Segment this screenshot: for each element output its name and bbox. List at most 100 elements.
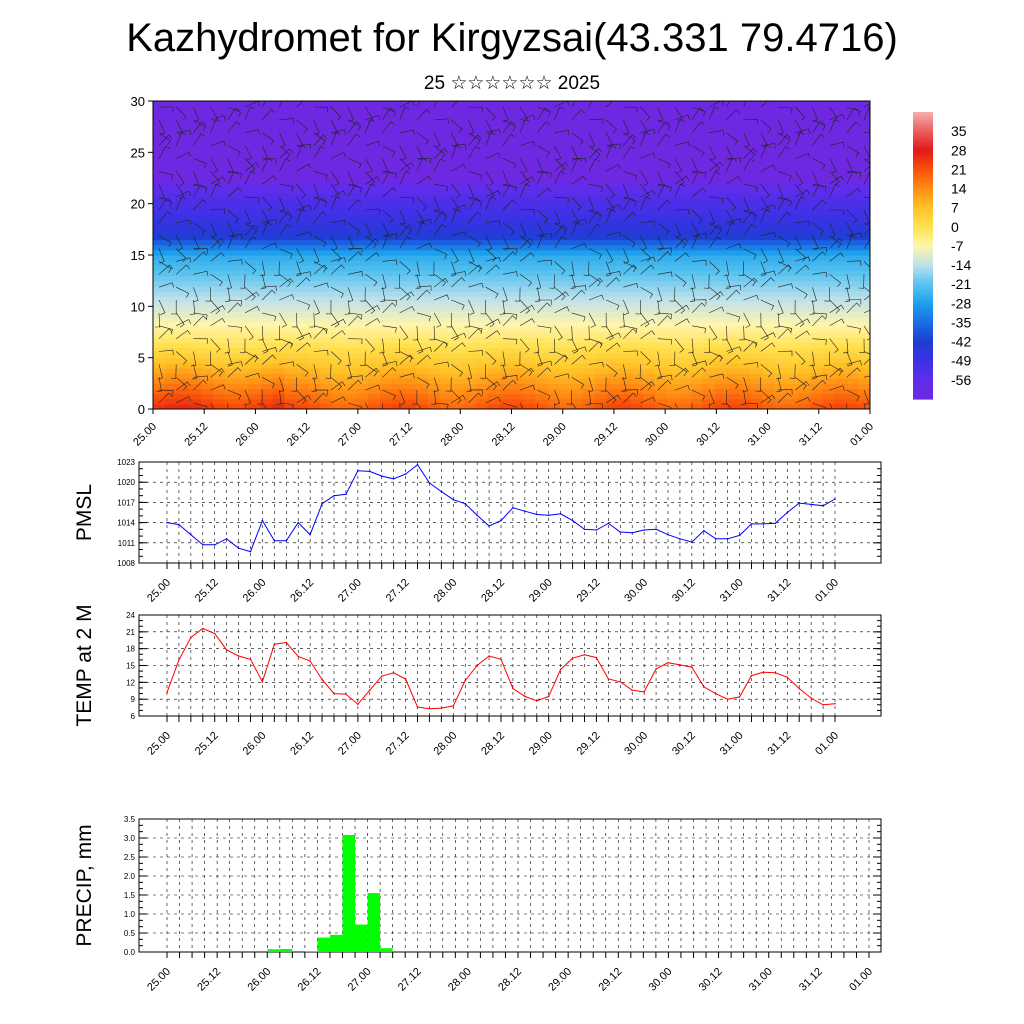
- wind-barb: [635, 364, 641, 379]
- wind-barb: [193, 184, 205, 198]
- wind-barb: [379, 338, 385, 354]
- wind-barb: [829, 141, 845, 147]
- wind-barb: [777, 146, 790, 159]
- wind-barb: [863, 358, 870, 365]
- colorbar-swatch: [913, 207, 933, 211]
- x-tick-label: 25.00: [145, 730, 173, 758]
- data-point: [261, 519, 264, 522]
- wind-barb: [829, 367, 844, 378]
- wind-barb: [279, 132, 286, 148]
- wind-barb: [176, 151, 192, 159]
- colorbar-swatch: [913, 388, 933, 392]
- data-point: [202, 627, 204, 630]
- wind-barb: [330, 152, 346, 159]
- data-point: [798, 502, 800, 504]
- x-tick-label: 31.00: [746, 421, 774, 449]
- y-tick-label: 1017: [117, 498, 135, 507]
- y-tick-label: 0: [138, 402, 145, 417]
- wind-barb: [623, 350, 638, 356]
- wind-barb: [175, 171, 185, 186]
- wind-barb: [227, 209, 239, 224]
- wind-barb: [262, 158, 277, 164]
- x-tick-label: 29.00: [541, 421, 569, 449]
- wind-barb: [846, 171, 858, 185]
- wind-barb: [760, 184, 770, 199]
- data-point: [261, 681, 264, 683]
- wind-barb: [795, 256, 811, 262]
- x-tick-label: 31.12: [765, 730, 793, 758]
- wind-barb: [415, 274, 421, 290]
- data-point: [404, 678, 407, 680]
- data-point: [428, 482, 431, 484]
- wind-barb: [485, 129, 501, 135]
- wind-barb: [158, 235, 172, 247]
- wind-barb: [261, 209, 270, 225]
- wind-barb: [348, 402, 362, 409]
- wind-barb: [279, 223, 292, 236]
- wind-barb: [605, 119, 617, 134]
- wind-barb: [330, 381, 346, 391]
- wind-barb: [571, 158, 582, 172]
- wind-barb: [640, 351, 651, 366]
- wind-barb: [623, 235, 636, 248]
- colorbar-swatch: [913, 240, 933, 244]
- wind-barb: [760, 394, 776, 404]
- wind-barb: [863, 106, 870, 121]
- wind-barb: [468, 197, 481, 211]
- wind-barb: [824, 287, 830, 302]
- wind-barb: [708, 261, 720, 275]
- wind-barb: [537, 233, 552, 239]
- y-tick-label: 25: [131, 145, 145, 160]
- y-tick-label: 0.0: [124, 948, 136, 957]
- wind-barb: [811, 287, 817, 303]
- wind-barb: [279, 158, 291, 172]
- colorbar-swatch: [913, 139, 933, 143]
- wind-barb: [669, 287, 676, 302]
- wind-barb: [210, 338, 221, 353]
- wind-barb: [279, 209, 293, 221]
- wind-barb: [726, 158, 737, 172]
- wind-barb: [726, 222, 737, 236]
- wind-barb: [726, 402, 732, 409]
- wind-barb: [846, 299, 862, 305]
- data-point: [595, 656, 598, 659]
- x-tick-label: 26.12: [288, 730, 316, 758]
- wind-barb: [416, 354, 431, 365]
- wind-barb: [227, 106, 242, 118]
- wind-barb: [359, 351, 366, 366]
- wind-barb: [502, 133, 515, 146]
- wind-barb: [485, 190, 501, 198]
- wind-barb: [262, 377, 275, 389]
- wind-barb: [725, 274, 731, 290]
- wind-barb: [382, 389, 396, 401]
- wind-barb: [812, 183, 827, 192]
- data-point: [166, 691, 168, 694]
- wind-barb: [588, 294, 604, 301]
- wind-barb: [795, 220, 810, 227]
- colorbar-swatch: [913, 221, 933, 225]
- colorbar-swatch: [913, 325, 933, 329]
- wind-barb: [451, 163, 467, 172]
- wind-barb: [344, 299, 351, 315]
- data-point: [631, 689, 633, 691]
- precip-bar: [380, 948, 393, 952]
- wind-barb: [296, 119, 308, 133]
- wind-barb: [468, 132, 481, 145]
- wind-barb: [330, 235, 338, 251]
- wind-barb: [347, 199, 362, 211]
- wind-barb: [743, 183, 758, 193]
- wind-barb: [760, 204, 776, 211]
- wind-barb: [571, 132, 584, 146]
- wind-barb: [588, 183, 603, 192]
- wind-barb: [399, 236, 412, 249]
- wind-barb: [279, 145, 291, 159]
- wind-barb: [726, 377, 739, 390]
- x-tick-label: 27.12: [396, 966, 424, 994]
- wind-barb: [382, 402, 383, 409]
- wind-barb: [193, 270, 209, 277]
- wind-barb: [330, 132, 341, 146]
- wind-barb: [829, 338, 839, 353]
- wind-barb: [688, 338, 694, 354]
- data-point: [380, 475, 383, 477]
- wind-barb: [210, 106, 219, 122]
